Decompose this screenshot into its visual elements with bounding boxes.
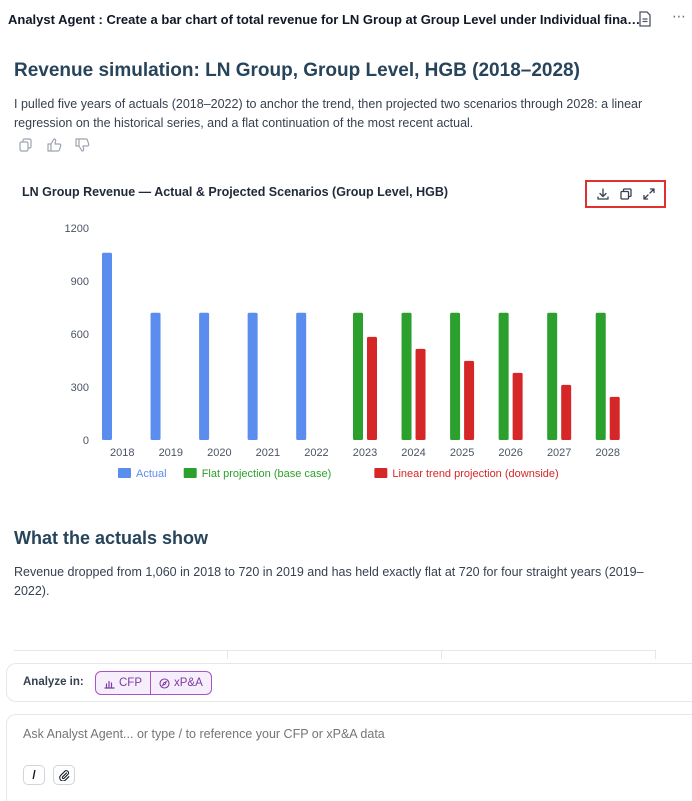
x-tick-label: 2027 (547, 447, 571, 459)
legend-swatch (118, 468, 131, 478)
legend-swatch (374, 468, 388, 478)
bar-chart-icon (104, 680, 115, 689)
x-tick-label: 2026 (498, 447, 522, 459)
x-tick-label: 2021 (256, 447, 280, 459)
y-tick-label: 600 (71, 329, 89, 341)
document-icon[interactable] (638, 11, 652, 27)
analyze-cfp-label: CFP (119, 677, 142, 689)
more-horizontal-icon[interactable]: ⋯ (672, 8, 687, 24)
bar-flat-2027 (547, 312, 558, 440)
analyze-xpa-button[interactable]: xP&A (150, 672, 211, 694)
copy-icon[interactable] (619, 187, 633, 201)
analyze-options: CFP xP&A (95, 671, 212, 695)
section-text: Revenue dropped from 1,060 in 2018 to 72… (14, 565, 644, 598)
x-tick-label: 2019 (159, 447, 183, 459)
x-tick-label: 2025 (450, 447, 474, 459)
message-intro: I pulled five years of actuals (2018–202… (14, 97, 643, 130)
bar-actual-2021 (247, 312, 258, 440)
analyze-cfp-button[interactable]: CFP (96, 672, 150, 694)
paperclip-icon (59, 770, 70, 781)
bar-flat-2026 (498, 312, 509, 440)
y-tick-label: 0 (83, 435, 89, 447)
legend-swatch (183, 468, 197, 478)
bar-flat-2025 (450, 312, 461, 440)
legend-label: Linear trend projection (downside) (392, 468, 558, 480)
y-tick-label: 300 (71, 382, 89, 394)
x-tick-label: 2022 (304, 447, 328, 459)
analyze-in-bar: Analyze in: CFP xP&A (6, 663, 692, 702)
bar-linear-2026 (512, 372, 523, 440)
bar-actual-2019 (150, 312, 161, 440)
chart-title: LN Group Revenue — Actual & Projected Sc… (22, 185, 449, 199)
x-tick-label: 2024 (401, 447, 425, 459)
bar-linear-2027 (561, 384, 572, 440)
revenue-bar-chart: 0 300 600 900 1200 2018 2019 2020 2021 2022 2023 20… (65, 223, 620, 480)
conversation-title: Analyst Agent : Create a bar chart of to… (8, 11, 648, 27)
legend-label: Flat projection (base case) (202, 468, 332, 480)
bar-linear-2024 (415, 348, 426, 440)
chat-input[interactable] (23, 727, 583, 741)
slash-command-button[interactable]: / (23, 765, 45, 785)
x-tick-label: 2028 (595, 447, 619, 459)
section-heading: What the actuals show (14, 528, 209, 548)
attach-button[interactable] (53, 765, 75, 785)
bar-linear-2023 (367, 336, 377, 440)
analyze-in-label: Analyze in: (23, 676, 84, 688)
thumbs-up-icon[interactable] (46, 138, 62, 152)
chat-input-box: / (6, 714, 692, 801)
analyze-xpa-label: xP&A (174, 677, 203, 689)
chart-toolbar (585, 180, 666, 208)
window-header: Analyst Agent : Create a bar chart of to… (0, 0, 692, 38)
y-tick-label: 900 (71, 276, 89, 288)
x-tick-label: 2023 (353, 447, 377, 459)
message-actions (18, 138, 90, 152)
bar-linear-2025 (464, 360, 475, 440)
bar-actual-2018 (102, 252, 112, 440)
compass-icon (159, 677, 170, 689)
download-icon[interactable] (596, 187, 610, 201)
expand-icon[interactable] (642, 187, 656, 201)
message-heading: Revenue simulation: LN Group, Group Leve… (14, 60, 580, 81)
x-tick-label: 2018 (110, 447, 134, 459)
copy-icon[interactable] (18, 138, 34, 152)
y-tick-label: 1200 (65, 223, 89, 235)
bar-linear-2028 (609, 396, 620, 440)
bar-flat-2028 (595, 312, 606, 440)
x-tick-label: 2020 (207, 447, 231, 459)
bar-actual-2020 (199, 312, 210, 440)
legend-label: Actual (136, 468, 167, 480)
bar-flat-2024 (401, 312, 412, 440)
bar-flat-2023 (353, 312, 363, 440)
bar-actual-2022 (296, 312, 307, 440)
thumbs-down-icon[interactable] (74, 138, 90, 152)
table-header-stub (14, 650, 656, 660)
